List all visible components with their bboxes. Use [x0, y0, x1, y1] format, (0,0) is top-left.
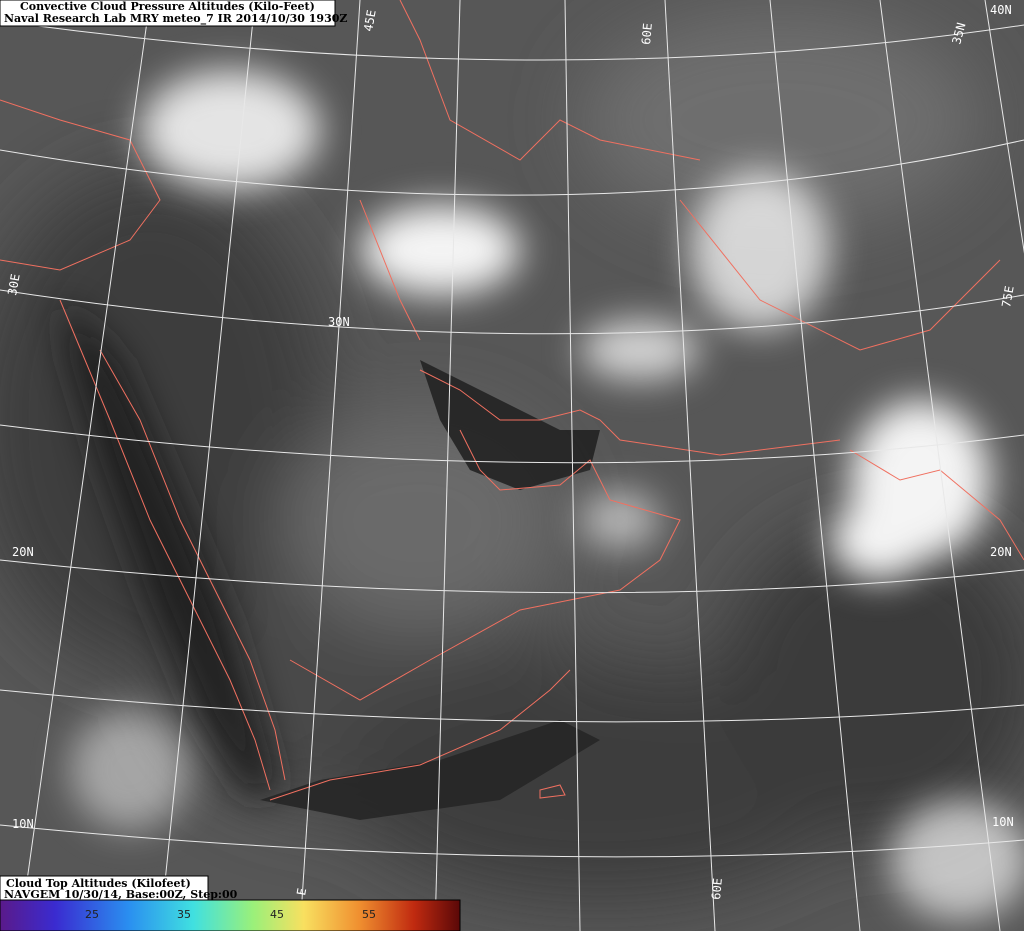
legend: Cloud Top Altitudes (Kilofeet) NAVGEM 10…: [0, 875, 461, 931]
grid-label: 30N: [328, 315, 350, 329]
legend-box: [0, 875, 209, 901]
legend-title: Cloud Top Altitudes (Kilofeet): [6, 877, 191, 890]
grid-label: 40N: [990, 3, 1012, 17]
grid-label: 20N: [990, 545, 1012, 559]
grid-label: 35N: [949, 21, 968, 46]
grid-label: 60E: [639, 22, 655, 45]
grid-label: 75E: [999, 285, 1017, 309]
grid-label: 20N: [12, 545, 34, 559]
grid-label: 45E: [361, 9, 379, 33]
legend-tick: 45: [270, 908, 284, 921]
color-scale: [0, 899, 461, 931]
grid-label: 30E: [5, 273, 23, 297]
legend-subtitle: NAVGEM 10/30/14, Base:00Z, Step:00: [4, 888, 238, 901]
legend-tick: 35: [177, 908, 191, 921]
header: Convective Cloud Pressure Altitudes (Kil…: [0, 0, 347, 27]
grid-label: 60E: [709, 877, 725, 900]
grid-label: E: [294, 887, 309, 897]
header-title: Convective Cloud Pressure Altitudes (Kil…: [20, 0, 315, 13]
legend-tick: 55: [362, 908, 376, 921]
legend-tick: 25: [85, 908, 99, 921]
header-box: [0, 0, 336, 27]
header-subtitle: Naval Research Lab MRY meteo_7 IR 2014/1…: [4, 12, 347, 26]
grid-label: 10N: [12, 817, 34, 831]
grid-labels: 45E 60E 40N 35N 30E 75E 30N 20N 20N 10N …: [5, 3, 1017, 900]
coastlines: [0, 0, 1024, 801]
grid-label: 10N: [992, 815, 1014, 829]
